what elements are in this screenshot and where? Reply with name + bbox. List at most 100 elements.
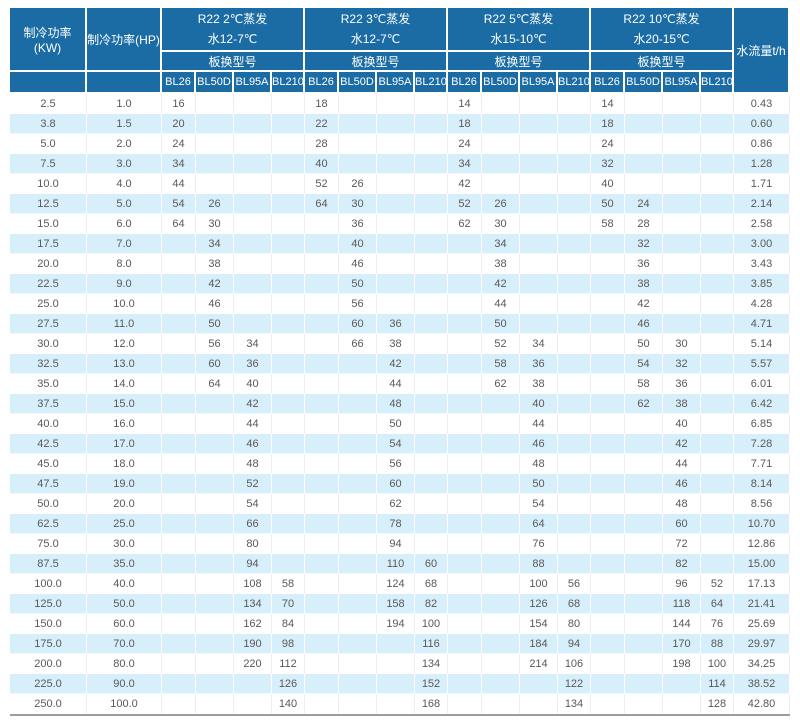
cell-3C_BL210 (415, 334, 448, 354)
cell-10C_BL50D (625, 454, 663, 474)
cell-HP: 18.0 (87, 454, 162, 474)
cell-5C_BL50D: 62 (482, 374, 520, 394)
cell-5C_BL210 (558, 414, 591, 434)
model-header: BL95A (377, 72, 415, 94)
cell-5C_BL210 (558, 374, 591, 394)
cell-10C_BL95A (663, 294, 701, 314)
cell-2C_BL210 (272, 454, 305, 474)
cell-10C_BL50D (625, 434, 663, 454)
cell-2C_BL210 (272, 114, 305, 134)
cell-10C_BL95A: 42 (663, 434, 701, 454)
cell-3C_BL210 (415, 454, 448, 474)
table-row: 10.0 4.0 44 52 26 42 40 1.71 (10, 174, 790, 194)
cell-2C_BL26 (162, 294, 196, 314)
cell-2C_BL50D (196, 614, 234, 634)
cell-5C_BL26 (448, 274, 482, 294)
cell-2C_BL50D: 38 (196, 254, 234, 274)
cell-HP: 10.0 (87, 294, 162, 314)
cell-2C_BL50D (196, 634, 234, 654)
cell-5C_BL210: 122 (558, 674, 591, 694)
cell-3C_BL50D (339, 594, 377, 614)
cell-HP: 7.0 (87, 234, 162, 254)
cell-flow: 1.71 (734, 174, 790, 194)
group-title-line1: R22 10℃蒸发 (623, 12, 700, 26)
cell-2C_BL50D (196, 434, 234, 454)
cell-2C_BL50D (196, 674, 234, 694)
cell-5C_BL50D (482, 394, 520, 414)
group-header-2c: R22 2℃蒸发 水12-7℃ (162, 8, 305, 52)
cell-2C_BL26 (162, 394, 196, 414)
model-header: BL50D (625, 72, 663, 94)
cell-5C_BL210: 80 (558, 614, 591, 634)
cell-5C_BL50D (482, 494, 520, 514)
cell-2C_BL210 (272, 154, 305, 174)
cell-3C_BL26 (305, 314, 339, 334)
cell-10C_BL95A: 82 (663, 554, 701, 574)
cell-5C_BL50D (482, 614, 520, 634)
cell-KW: 47.5 (10, 474, 87, 494)
cell-2C_BL210 (272, 134, 305, 154)
cell-5C_BL26 (448, 514, 482, 534)
cell-10C_BL95A: 118 (663, 594, 701, 614)
cell-HP: 70.0 (87, 634, 162, 654)
cell-3C_BL210: 152 (415, 674, 448, 694)
cell-5C_BL50D: 30 (482, 214, 520, 234)
cell-5C_BL26 (448, 374, 482, 394)
cell-5C_BL95A: 36 (520, 354, 558, 374)
cell-5C_BL50D (482, 154, 520, 174)
cell-10C_BL210 (701, 354, 734, 374)
cell-3C_BL95A (377, 234, 415, 254)
cell-HP: 20.0 (87, 494, 162, 514)
cell-3C_BL50D (339, 694, 377, 714)
cell-3C_BL95A: 44 (377, 374, 415, 394)
cell-10C_BL26 (591, 354, 625, 374)
cell-5C_BL26 (448, 554, 482, 574)
cell-2C_BL50D (196, 454, 234, 474)
cell-10C_BL50D (625, 94, 663, 114)
cell-10C_BL210: 114 (701, 674, 734, 694)
cell-10C_BL95A: 36 (663, 374, 701, 394)
cell-2C_BL95A (234, 234, 272, 254)
cell-3C_BL50D: 56 (339, 294, 377, 314)
cell-KW: 150.0 (10, 614, 87, 634)
model-header: BL210 (415, 72, 448, 94)
cell-HP: 25.0 (87, 514, 162, 534)
cell-3C_BL210 (415, 194, 448, 214)
table-row: 50.0 20.0 54 62 54 48 8.56 (10, 494, 790, 514)
cell-5C_BL95A (520, 174, 558, 194)
cell-KW: 25.0 (10, 294, 87, 314)
cell-3C_BL95A: 38 (377, 334, 415, 354)
cell-2C_BL26 (162, 514, 196, 534)
cell-2C_BL95A: 54 (234, 494, 272, 514)
cell-HP: 15.0 (87, 394, 162, 414)
cell-2C_BL50D (196, 394, 234, 414)
table-row: 15.0 6.0 64 30 36 62 30 58 28 2.58 (10, 214, 790, 234)
cell-3C_BL26 (305, 494, 339, 514)
cell-10C_BL95A: 144 (663, 614, 701, 634)
cell-3C_BL50D (339, 94, 377, 114)
cell-3C_BL26 (305, 254, 339, 274)
cell-2C_BL95A (234, 674, 272, 694)
cell-3C_BL210: 100 (415, 614, 448, 634)
cell-3C_BL95A (377, 154, 415, 174)
cell-2C_BL26 (162, 334, 196, 354)
cell-flow: 25.69 (734, 614, 790, 634)
cell-3C_BL50D: 30 (339, 194, 377, 214)
cell-3C_BL50D (339, 154, 377, 174)
cell-5C_BL95A: 38 (520, 374, 558, 394)
cell-5C_BL26 (448, 354, 482, 374)
cell-10C_BL26 (591, 434, 625, 454)
cell-10C_BL50D (625, 694, 663, 714)
model-header: BL50D (196, 72, 234, 94)
cell-10C_BL95A (663, 694, 701, 714)
col-header-hp: 制冷功率(HP) (87, 8, 162, 72)
cell-10C_BL50D (625, 674, 663, 694)
cell-KW: 100.0 (10, 574, 87, 594)
cell-HP: 6.0 (87, 214, 162, 234)
cell-3C_BL210 (415, 114, 448, 134)
cell-2C_BL210 (272, 234, 305, 254)
table-row: 25.0 10.0 46 56 44 42 4.28 (10, 294, 790, 314)
cell-3C_BL50D (339, 494, 377, 514)
table-row: 35.0 14.0 64 40 44 62 38 58 36 6.01 (10, 374, 790, 394)
cell-5C_BL95A: 214 (520, 654, 558, 674)
